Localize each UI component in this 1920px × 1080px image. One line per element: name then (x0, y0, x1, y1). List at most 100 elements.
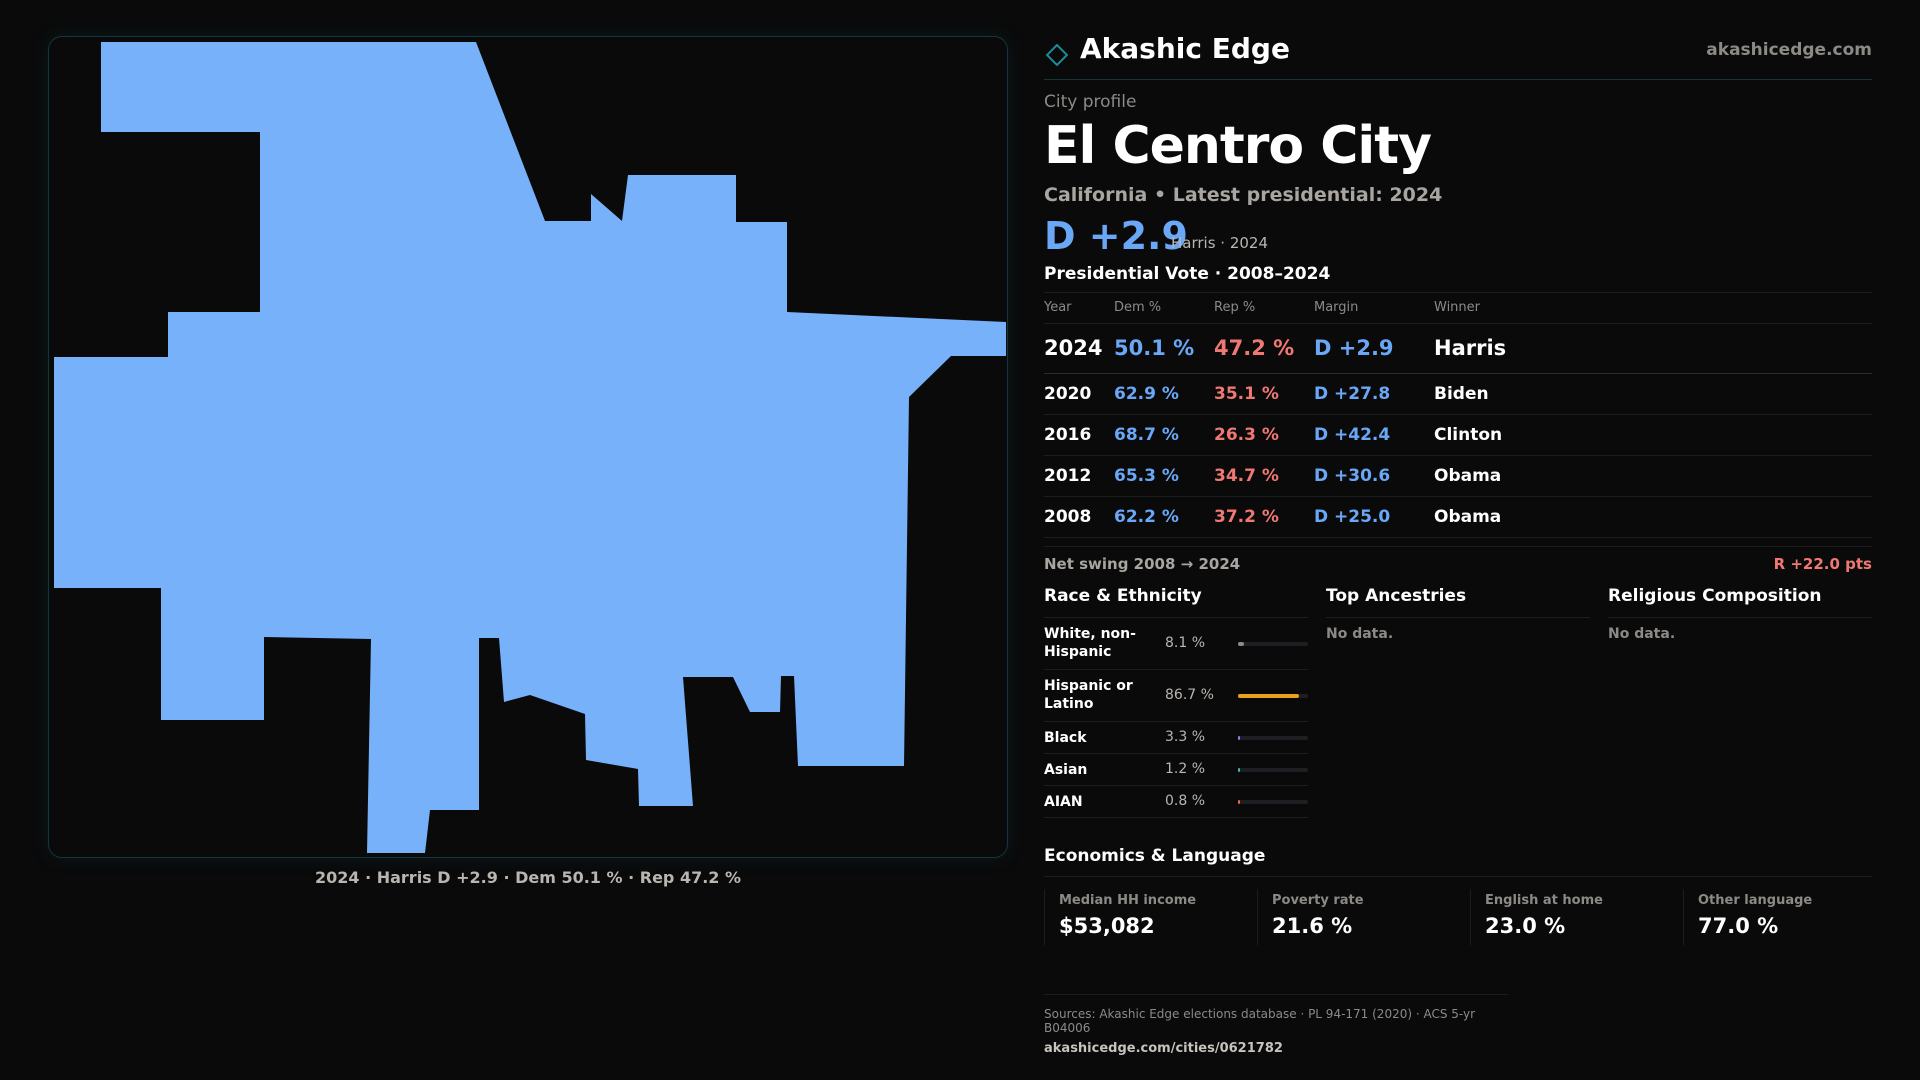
race-percent: 1.2 % (1165, 760, 1206, 777)
brand-domain-link[interactable]: akashicedge.com (1706, 40, 1872, 60)
winner-cell: Obama (1434, 455, 1872, 497)
page-subtitle: California • Latest presidential: 2024 (1044, 184, 1443, 206)
headline-note: Harris · 2024 (1171, 234, 1269, 252)
race-bar-fill (1238, 735, 1241, 740)
margin-cell: D +30.6 (1314, 455, 1434, 497)
race-bar-fill (1238, 693, 1299, 698)
profile-panel: Akashic Edge akashicedge.com City profil… (1044, 30, 1872, 826)
rep-cell: 47.2 % (1214, 323, 1314, 374)
econ-label: Poverty rate (1272, 893, 1364, 908)
winner-cell: Harris (1434, 323, 1872, 374)
margin-cell: D +2.9 (1314, 323, 1434, 374)
econ-cell-english: English at home 23.0 % (1470, 889, 1670, 945)
year-cell: 2016 (1044, 414, 1114, 456)
city-boundary-shape (54, 42, 1006, 853)
race-row: AIAN 0.8 % (1044, 786, 1308, 818)
table-row: 2012 65.3 % 34.7 % D +30.6 Obama (1044, 455, 1872, 497)
presidential-vote-table: Year Dem % Rep % Margin Winner 2024 50.1… (1044, 293, 1872, 538)
race-ethnicity-list: White, non-Hispanic 8.1 % Hispanic or Lati… (1044, 618, 1308, 818)
race-row: Black 3.3 % (1044, 722, 1308, 754)
net-swing-value: R +22.0 pts (1773, 554, 1872, 573)
year-cell: 2020 (1044, 373, 1114, 415)
econ-label: English at home (1485, 893, 1603, 908)
religion-empty: No data. (1608, 625, 1676, 642)
dem-cell: 62.2 % (1114, 496, 1214, 538)
race-percent: 86.7 % (1165, 686, 1214, 703)
margin-cell: D +27.8 (1314, 373, 1434, 415)
sources-footer: Sources: Akashic Edge elections database… (1044, 994, 1508, 1056)
race-row: Hispanic or Latino 86.7 % (1044, 670, 1308, 722)
race-bar (1238, 641, 1308, 646)
rep-cell: 34.7 % (1214, 455, 1314, 497)
race-bar-fill (1238, 767, 1240, 772)
rep-cell: 26.3 % (1214, 414, 1314, 456)
column-header: Year (1044, 293, 1114, 324)
profile-eyebrow: City profile (1044, 92, 1137, 112)
race-percent: 3.3 % (1165, 728, 1206, 745)
map-caption: 2024 · Harris D +2.9 · Dem 50.1 % · Rep … (314, 868, 742, 887)
table-row: 2024 50.1 % 47.2 % D +2.9 Harris (1044, 323, 1872, 374)
column-header: Rep % (1214, 293, 1314, 324)
econ-cell-income: Median HH income $53,082 (1044, 889, 1244, 945)
race-ethnicity-panel: Race & Ethnicity White, non-Hispanic 8.1 … (1044, 586, 1308, 818)
race-row: White, non-Hispanic 8.1 % (1044, 618, 1308, 670)
table-row: 2008 62.2 % 37.2 % D +25.0 Obama (1044, 496, 1872, 538)
race-label: White, non-Hispanic (1044, 625, 1136, 660)
column-header: Margin (1314, 293, 1434, 324)
winner-cell: Biden (1434, 373, 1872, 415)
diamond-outline-icon (1046, 44, 1068, 66)
econ-label: Other language (1698, 893, 1813, 908)
margin-cell: D +25.0 (1314, 496, 1434, 538)
column-header: Dem % (1114, 293, 1214, 324)
race-bar-fill (1238, 799, 1240, 804)
winner-cell: Obama (1434, 496, 1872, 538)
ancestries-empty: No data. (1326, 625, 1394, 642)
headline-result: D +2.9 Harris · 2024 (1044, 214, 1872, 258)
race-bar (1238, 693, 1308, 698)
table-header-row: Year Dem % Rep % Margin Winner (1044, 293, 1872, 324)
ancestries-title: Top Ancestries (1326, 586, 1590, 618)
economics-section: Economics & Language Median HH income $5… (1044, 840, 1872, 959)
source-url-link[interactable]: akashicedge.com/cities/0621782 (1044, 1041, 1283, 1056)
economics-title: Economics & Language (1044, 846, 1872, 877)
race-label: Black (1044, 729, 1087, 746)
race-percent: 0.8 % (1165, 792, 1206, 809)
table-row: 2016 68.7 % 26.3 % D +42.4 Clinton (1044, 414, 1872, 456)
margin-cell: D +42.4 (1314, 414, 1434, 456)
econ-label: Median HH income (1059, 893, 1197, 908)
economics-grid: Median HH income $53,082 Poverty rate 21… (1044, 889, 1872, 959)
econ-value: 21.6 % (1272, 914, 1353, 938)
race-bar (1238, 767, 1308, 772)
race-bar (1238, 735, 1308, 740)
econ-value: 77.0 % (1698, 914, 1779, 938)
race-label: Asian (1044, 761, 1088, 778)
brand-name[interactable]: Akashic Edge (1080, 32, 1290, 65)
religion-panel: Religious Composition No data. (1608, 586, 1872, 642)
net-swing-label: Net swing 2008 → 2024 (1044, 554, 1241, 573)
race-label: Hispanic or Latino (1044, 677, 1133, 712)
econ-cell-other-language: Other language 77.0 % (1683, 889, 1883, 945)
net-swing: Net swing 2008 → 2024 R +22.0 pts (1044, 545, 1872, 580)
race-bar-fill (1238, 641, 1244, 646)
race-ethnicity-title: Race & Ethnicity (1044, 586, 1308, 618)
year-cell: 2024 (1044, 323, 1114, 374)
dem-cell: 68.7 % (1114, 414, 1214, 456)
ancestries-panel: Top Ancestries No data. (1326, 586, 1590, 642)
demographics-section: Race & Ethnicity White, non-Hispanic 8.1 … (1044, 586, 1872, 826)
column-header: Winner (1434, 293, 1872, 324)
page-title: El Centro City (1044, 116, 1432, 176)
brand-header: Akashic Edge akashicedge.com (1044, 30, 1872, 80)
year-cell: 2012 (1044, 455, 1114, 497)
econ-cell-poverty: Poverty rate 21.6 % (1257, 889, 1457, 945)
table-row: 2020 62.9 % 35.1 % D +27.8 Biden (1044, 373, 1872, 415)
vote-table-title: Presidential Vote · 2008–2024 (1044, 264, 1872, 293)
dem-cell: 62.9 % (1114, 373, 1214, 415)
headline-margin: D +2.9 (1044, 214, 1188, 258)
race-label: AIAN (1044, 793, 1083, 810)
econ-value: 23.0 % (1485, 914, 1566, 938)
year-cell: 2008 (1044, 496, 1114, 538)
dem-cell: 65.3 % (1114, 455, 1214, 497)
city-boundary-map[interactable] (48, 36, 1008, 858)
rep-cell: 37.2 % (1214, 496, 1314, 538)
race-row: Asian 1.2 % (1044, 754, 1308, 786)
